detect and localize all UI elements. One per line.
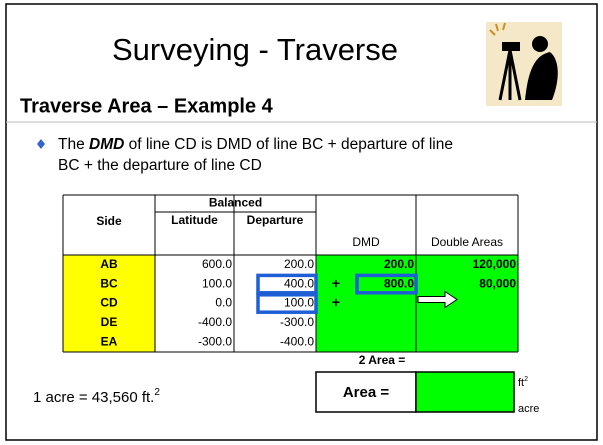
- value-cell: 120,000: [473, 257, 517, 271]
- side-cell: CD: [100, 296, 118, 310]
- group-header: Balanced: [209, 196, 262, 210]
- bullet-text: The DMD of line CD is DMD of line BC + d…: [58, 136, 453, 153]
- conversion-text: 1 acre = 43,560 ft.: [33, 389, 154, 406]
- value-cell: 0.0: [215, 296, 232, 310]
- value-cell: -400.0: [198, 315, 232, 329]
- value-cell: -300.0: [280, 315, 314, 329]
- slide-title: Surveying - Traverse: [112, 32, 398, 67]
- bullet-lead: The: [58, 136, 89, 153]
- value-cell: -300.0: [198, 334, 232, 348]
- value-cell: 600.0: [202, 257, 232, 271]
- operator: +: [332, 294, 340, 310]
- value-cell: -400.0: [280, 334, 314, 348]
- column-header: Double Areas: [431, 235, 503, 249]
- value-cell: 100.0: [202, 276, 232, 290]
- side-cell: BC: [100, 276, 118, 290]
- column-header: DMD: [352, 235, 380, 249]
- side-cell: AB: [100, 257, 118, 271]
- bullet-text-line2: BC + the departure of line CD: [58, 157, 262, 174]
- unit-ft-sup: 2: [524, 376, 528, 383]
- side-cell: DE: [101, 315, 118, 329]
- two-area-label: 2 Area =: [359, 353, 406, 367]
- value-cell: 100.0: [284, 296, 314, 310]
- column-header: Side: [96, 214, 122, 228]
- area-label: Area =: [343, 384, 390, 401]
- side-cell: EA: [101, 334, 118, 348]
- column-header: Latitude: [171, 213, 218, 227]
- conversion-sup: 2: [154, 387, 160, 398]
- surveyor-icon: [486, 22, 562, 106]
- value-cell: 200.0: [284, 257, 314, 271]
- area-result-cell: [416, 372, 514, 412]
- value-cell: 400.0: [284, 276, 314, 290]
- slide: Surveying - Traverse Traverse Area – Exa…: [0, 0, 603, 445]
- value-cell: 200.0: [384, 257, 414, 271]
- column-header: Departure: [247, 213, 304, 227]
- bullet-rest: of line CD is DMD of line BC + departure…: [124, 136, 453, 153]
- bullet-emphasis: DMD: [89, 136, 124, 153]
- value-cell: 80,000: [479, 276, 516, 290]
- slide-subtitle: Traverse Area – Example 4: [20, 95, 274, 117]
- operator: +: [332, 275, 340, 291]
- conversion: 1 acre = 43,560 ft.2: [33, 387, 160, 406]
- value-cell: 800.0: [384, 276, 414, 290]
- unit-acre: acre: [518, 403, 539, 415]
